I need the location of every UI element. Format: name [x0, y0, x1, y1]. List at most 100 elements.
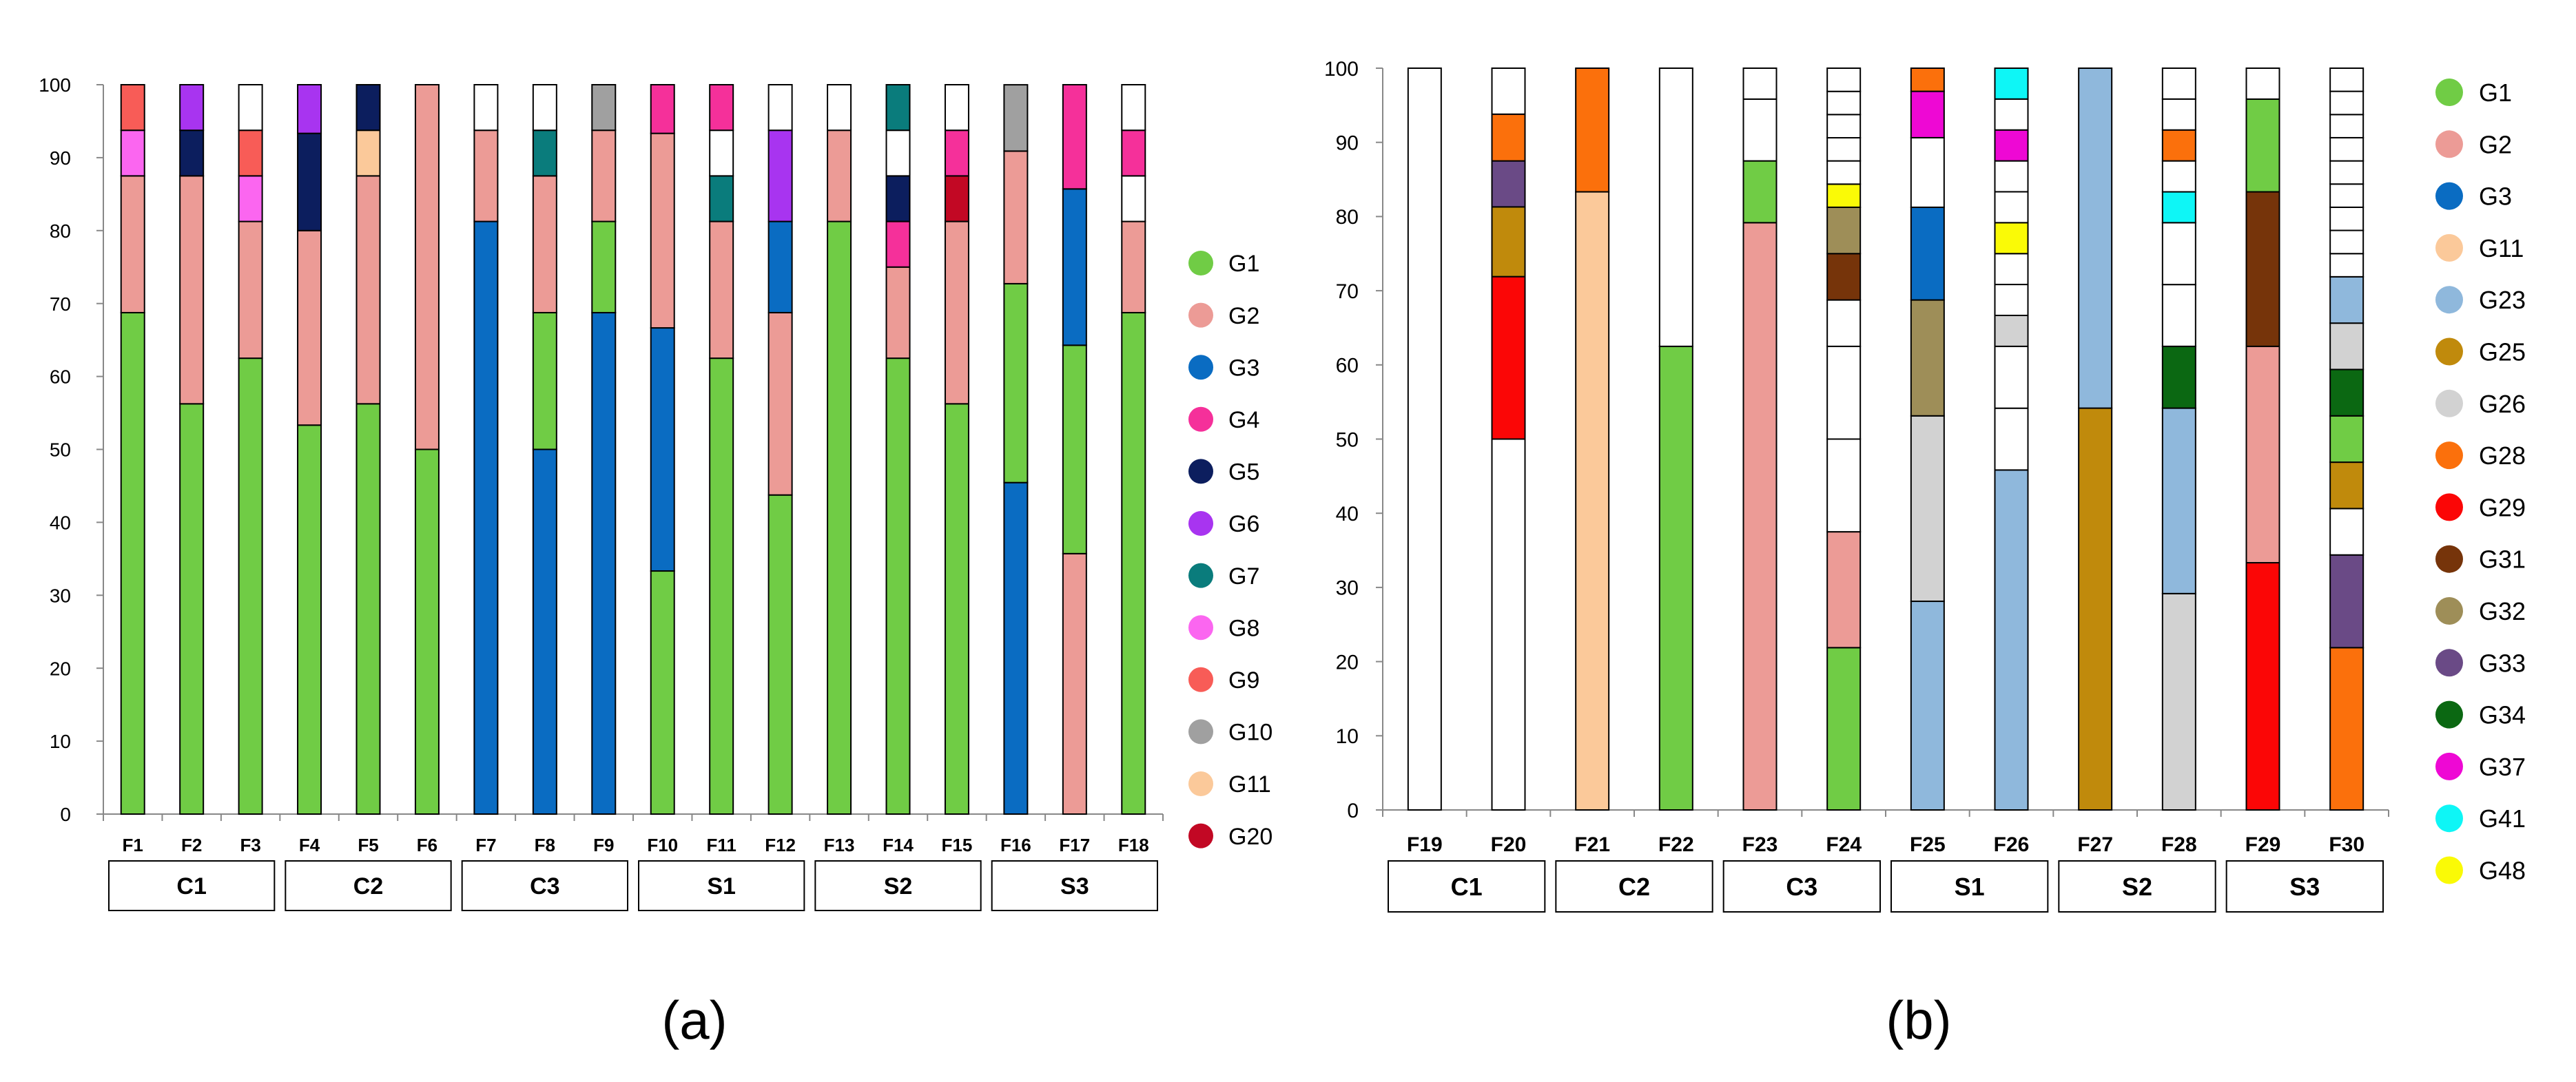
bar-segment-F17-G3 — [1062, 188, 1087, 346]
bar-segment-F14-G4 — [885, 220, 911, 268]
legend-swatch-G23 — [2435, 286, 2463, 314]
x-tick-label: F26 — [1994, 833, 2030, 856]
bar-segment-F25-G28 — [1910, 67, 1945, 92]
legend-swatch-G3 — [2435, 182, 2463, 210]
bar-segment-F9-G3 — [591, 311, 617, 815]
y-tick-label: 50 — [50, 439, 71, 461]
bar-segment-F27-G23 — [2078, 67, 2113, 409]
bar-segment-F24-G31 — [1826, 253, 1862, 301]
bar-segment-F23-white — [1742, 98, 1778, 162]
legend-swatch-G5 — [1188, 459, 1213, 484]
y-tick-label: 50 — [1336, 428, 1359, 451]
x-tick-label: F20 — [1491, 833, 1527, 856]
bar-segment-F26-G23 — [1994, 469, 2029, 811]
legend-label: G41 — [2479, 804, 2526, 833]
bar-segment-F17-G2 — [1062, 552, 1087, 815]
bar-segment-F24-white — [1826, 90, 1862, 116]
bar-segment-F30-G34 — [2329, 368, 2364, 417]
bar-segment-F3-G8 — [238, 175, 263, 222]
bar-segment-F22-G1 — [1658, 345, 1693, 811]
bar-segment-F29-G1 — [2245, 98, 2280, 193]
y-tick-label: 80 — [50, 220, 71, 242]
group-label: S2 — [884, 873, 913, 899]
legend-swatch-G6 — [1188, 511, 1213, 536]
bar-segment-F24-G48 — [1826, 183, 1862, 208]
group-box — [1388, 860, 1546, 913]
bar-segment-F14-G7 — [885, 84, 911, 132]
group-box — [638, 860, 805, 911]
bar-segment-F28-white — [2161, 160, 2196, 193]
bar-segment-F24-white — [1826, 160, 1862, 185]
x-tick-label: F6 — [417, 835, 437, 855]
group-label: S1 — [707, 873, 736, 899]
bar-segment-F9-G10 — [591, 84, 617, 132]
legend-swatch-G2 — [2435, 130, 2463, 158]
legend-label: G4 — [1228, 407, 1259, 433]
bar-segment-F5-G1 — [356, 403, 381, 815]
group-label: C2 — [1618, 873, 1650, 901]
legend-swatch-G29 — [2435, 493, 2463, 521]
bar-segment-F26-white — [1994, 407, 2029, 471]
legend-label: G25 — [2479, 337, 2526, 366]
bar-segment-F20-G28 — [1491, 113, 1526, 162]
x-tick-label: F15 — [942, 835, 973, 855]
bar-segment-F30-white — [2329, 160, 2364, 185]
y-tick-label: 10 — [1336, 725, 1359, 748]
legend-label: G6 — [1228, 511, 1259, 537]
bar-segment-F26-G41 — [1994, 67, 2029, 100]
bar-segment-F11-white — [709, 129, 734, 177]
legend-swatch-G2 — [1188, 302, 1213, 328]
group-box — [285, 860, 452, 911]
bar-segment-F30-white — [2329, 114, 2364, 138]
bar-segment-F30-white — [2329, 90, 2364, 116]
y-tick-label: 20 — [50, 658, 71, 679]
bar-segment-F15-G1 — [944, 403, 969, 815]
x-tick-label: F3 — [240, 835, 260, 855]
bar-segment-F10-G1 — [650, 570, 675, 815]
bar-segment-F24-white — [1826, 345, 1862, 440]
bar-segment-F17-G1 — [1062, 344, 1087, 554]
x-tick-label: F23 — [1742, 833, 1778, 856]
legend-swatch-G25 — [2435, 337, 2463, 366]
y-tick-label: 30 — [50, 585, 71, 606]
x-tick-label: F24 — [1826, 833, 1862, 856]
bar-segment-F26-white — [1994, 284, 2029, 316]
bar-segment-F20-white — [1491, 67, 1526, 115]
bar-segment-F2-G1 — [179, 403, 205, 815]
x-tick-label: F9 — [593, 835, 614, 855]
panel-caption: (b) — [1886, 990, 1951, 1050]
x-tick-label: F29 — [2245, 833, 2281, 856]
bar-segment-F2-G6 — [179, 84, 205, 132]
bar-segment-F14-white — [885, 129, 911, 177]
bar-segment-F13-G1 — [827, 220, 852, 815]
x-tick-label: F16 — [1000, 835, 1031, 855]
bar-segment-F10-G2 — [650, 132, 675, 329]
bar-segment-F18-white — [1121, 175, 1146, 222]
group-box — [1555, 860, 1713, 913]
legend-label: G26 — [2479, 390, 2526, 418]
group-label: C2 — [353, 873, 383, 899]
y-tick-label: 90 — [50, 147, 71, 169]
bar-segment-F24-white — [1826, 137, 1862, 162]
bar-segment-F2-G2 — [179, 175, 205, 405]
group-box — [991, 860, 1158, 911]
legend-label: G3 — [2479, 183, 2512, 211]
bar-segment-F26-white — [1994, 345, 2029, 409]
bar-segment-F14-G2 — [885, 266, 911, 360]
y-tick-label: 20 — [1336, 651, 1359, 674]
bar-segment-F15-G4 — [944, 129, 969, 177]
group-box — [1722, 860, 1882, 913]
bar-segment-F25-G26 — [1910, 415, 1945, 603]
bar-segment-F20-G33 — [1491, 160, 1526, 208]
bar-segment-F23-G1 — [1742, 160, 1778, 224]
y-tick-label: 30 — [1336, 577, 1359, 600]
group-box — [461, 860, 629, 911]
bar-segment-F24-G32 — [1826, 206, 1862, 255]
bar-segment-F29-G31 — [2245, 191, 2280, 347]
legend-swatch-G8 — [1188, 615, 1213, 641]
bar-segment-F30-white — [2329, 183, 2364, 208]
group-box — [1890, 860, 2049, 913]
group-label: S2 — [2122, 873, 2152, 901]
bar-segment-F3-G2 — [238, 220, 263, 360]
legend-label: G11 — [2479, 234, 2524, 262]
